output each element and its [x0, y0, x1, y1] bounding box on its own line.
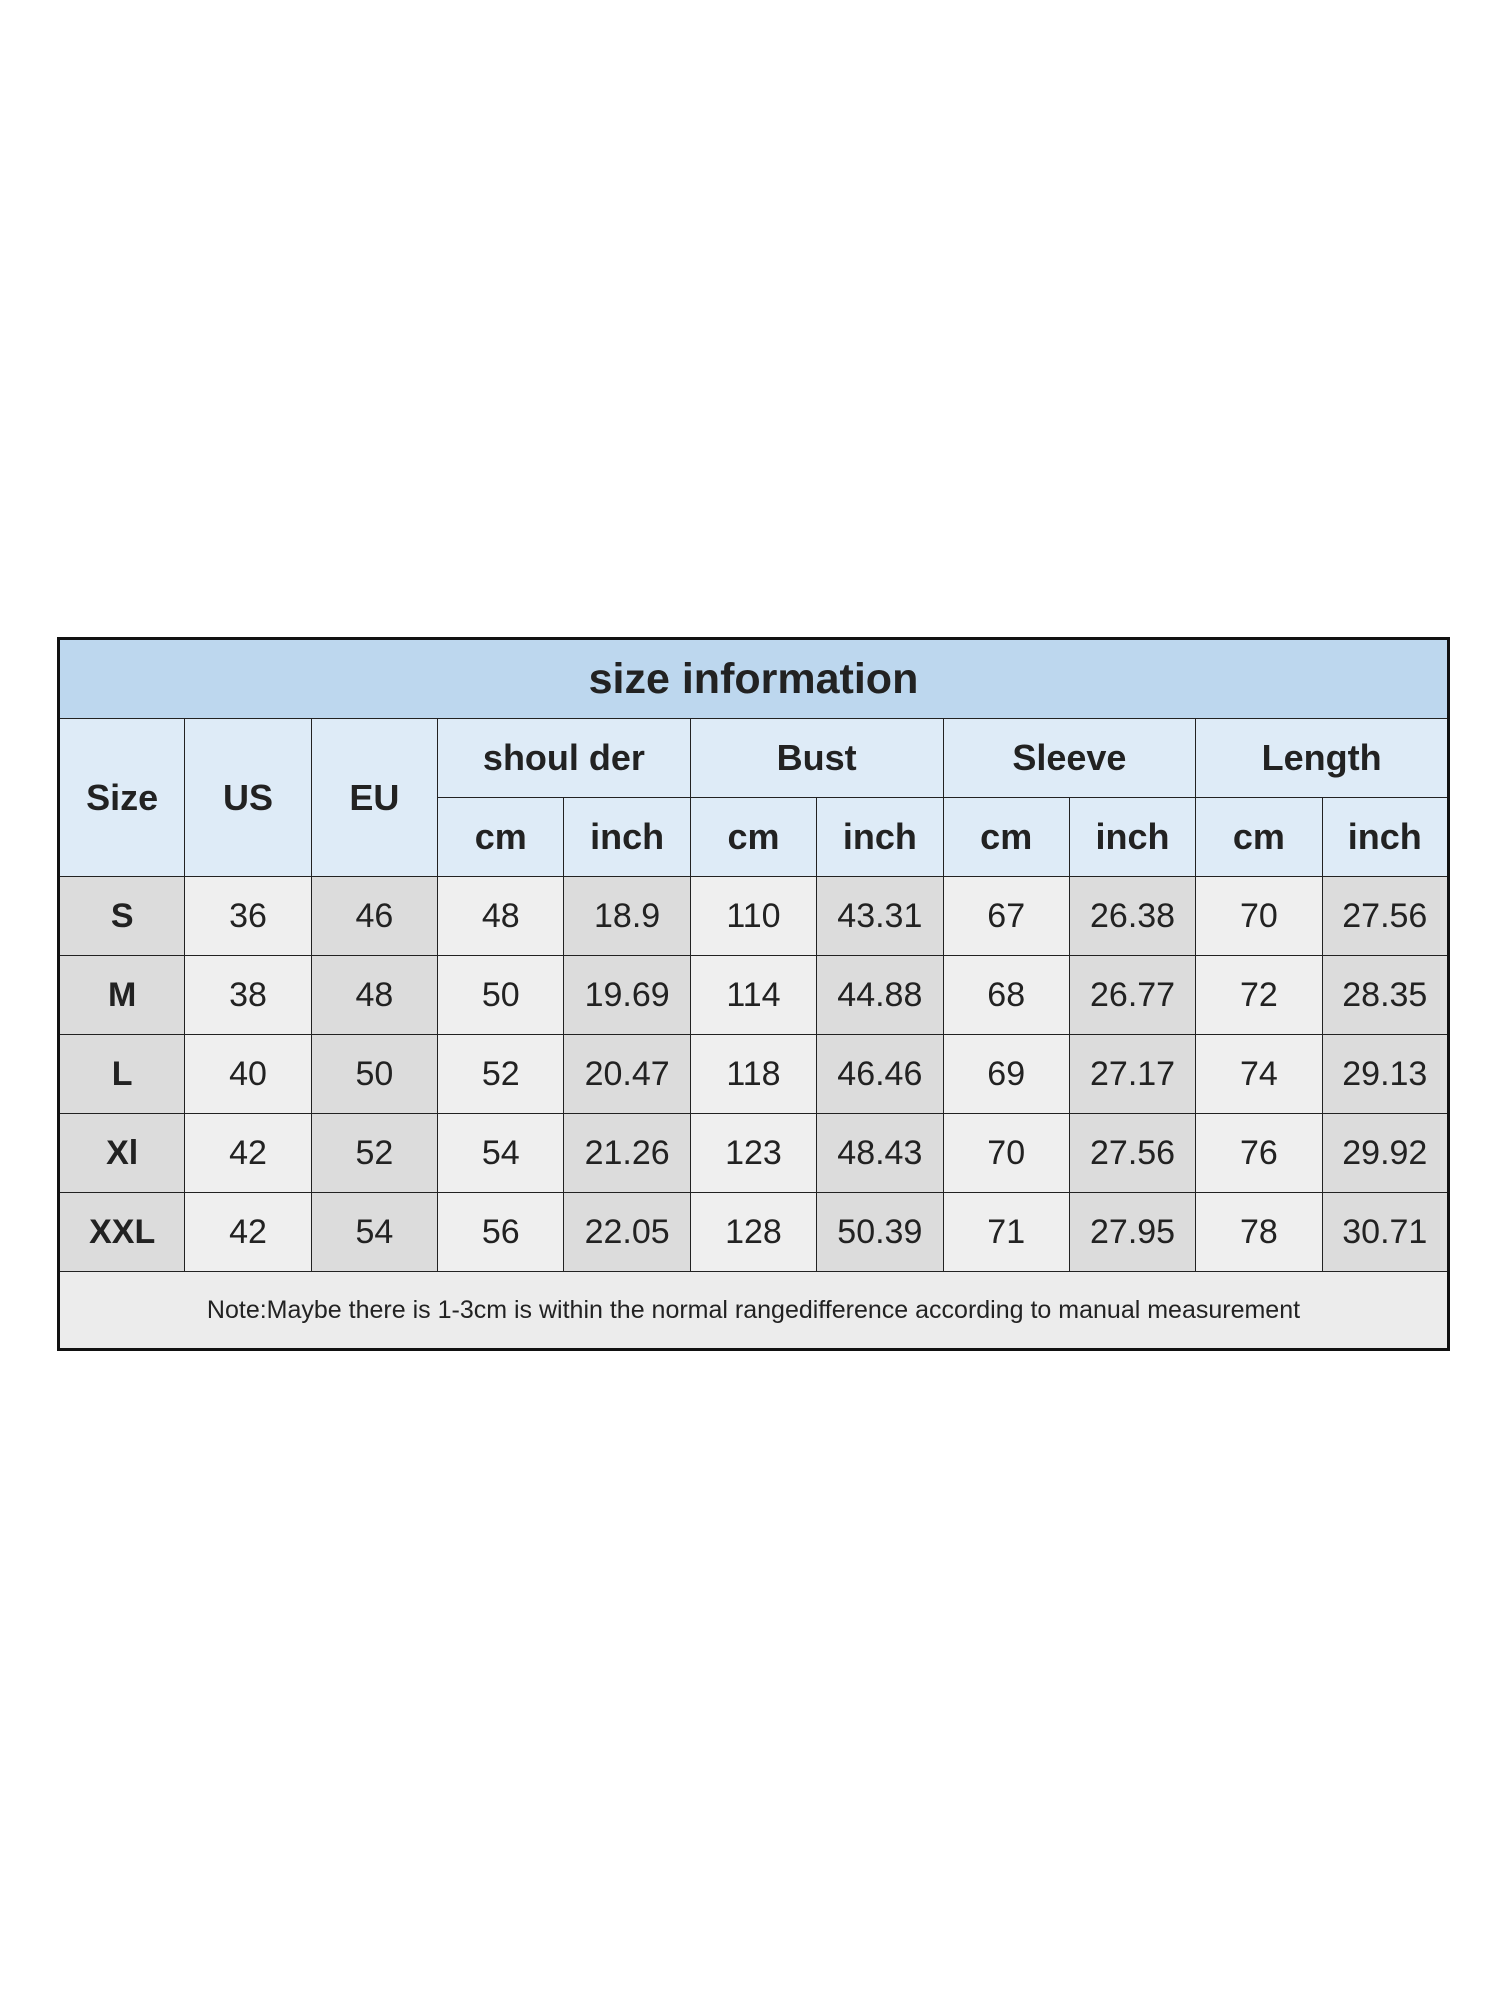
header-unit-inch: inch — [1321, 797, 1450, 877]
table-cell: 74 — [1195, 1034, 1323, 1114]
header-bust: Bust — [689, 718, 944, 798]
table-cell: 48 — [437, 876, 565, 956]
table-cell: 48.43 — [816, 1113, 944, 1193]
table-cell: 27.17 — [1068, 1034, 1197, 1114]
table-cell: 70 — [1195, 876, 1323, 956]
table-cell: 72 — [1195, 955, 1323, 1035]
table-cell: 50 — [310, 1034, 439, 1114]
table-cell: 70 — [942, 1113, 1070, 1193]
header-length: Length — [1195, 718, 1449, 798]
table-cell: 40 — [184, 1034, 312, 1114]
table-cell: 48 — [310, 955, 439, 1035]
size-label: M — [57, 955, 186, 1035]
table-cell: 26.38 — [1068, 876, 1197, 956]
note-text: Note:Maybe there is 1-3cm is within the … — [58, 1271, 1449, 1350]
table-cell: 69 — [942, 1034, 1070, 1114]
table-cell: 29.13 — [1321, 1034, 1450, 1114]
table-row: M 38 48 50 19.69 114 44.88 68 26.77 72 28.35 — [57, 955, 1450, 1035]
table-cell: 46.46 — [816, 1034, 944, 1114]
header-unit-inch: inch — [563, 797, 691, 877]
table-cell: 19.69 — [563, 955, 691, 1035]
header-unit-cm: cm — [689, 797, 818, 877]
table-row: S 36 46 48 18.9 110 43.31 67 26.38 70 27.56 — [57, 876, 1450, 956]
table-cell: 28.35 — [1321, 955, 1450, 1035]
header-unit-cm: cm — [1195, 797, 1323, 877]
table-cell: 128 — [689, 1192, 818, 1272]
table-cell: 21.26 — [563, 1113, 691, 1193]
table-cell: 27.95 — [1068, 1192, 1197, 1272]
header-shoulder: shoul der — [437, 718, 691, 798]
table-cell: 118 — [689, 1034, 818, 1114]
header-unit-cm: cm — [942, 797, 1070, 877]
table-row: XXL 42 54 56 22.05 128 50.39 71 27.95 78 30.71 — [57, 1192, 1450, 1272]
table-cell: 123 — [689, 1113, 818, 1193]
table-cell: 42 — [184, 1192, 312, 1272]
table-cell: 54 — [310, 1192, 439, 1272]
header-unit-cm: cm — [437, 797, 565, 877]
table-cell: 52 — [310, 1113, 439, 1193]
table-cell: 42 — [184, 1113, 312, 1193]
table-row: L 40 50 52 20.47 118 46.46 69 27.17 74 29.13 — [57, 1034, 1450, 1114]
table-cell: 27.56 — [1321, 876, 1450, 956]
table-cell: 71 — [942, 1192, 1070, 1272]
table-cell: 22.05 — [563, 1192, 691, 1272]
table-cell: 78 — [1195, 1192, 1323, 1272]
header-sleeve: Sleeve — [942, 718, 1197, 798]
table-cell: 20.47 — [563, 1034, 691, 1114]
table-cell: 46 — [310, 876, 439, 956]
table-cell: 50 — [437, 955, 565, 1035]
header-eu: EU — [310, 718, 439, 877]
table-cell: 76 — [1195, 1113, 1323, 1193]
table-cell: 68 — [942, 955, 1070, 1035]
table-cell: 30.71 — [1321, 1192, 1450, 1272]
table-cell: 56 — [437, 1192, 565, 1272]
table-cell: 29.92 — [1321, 1113, 1450, 1193]
table-row: Xl 42 52 54 21.26 123 48.43 70 27.56 76 29.92 — [57, 1113, 1450, 1193]
table-cell: 44.88 — [816, 955, 944, 1035]
table-cell: 52 — [437, 1034, 565, 1114]
table-cell: 18.9 — [563, 876, 691, 956]
table-cell: 27.56 — [1068, 1113, 1197, 1193]
table-cell: 36 — [184, 876, 312, 956]
size-label: XXL — [57, 1192, 186, 1272]
size-label: L — [57, 1034, 186, 1114]
table-cell: 114 — [689, 955, 818, 1035]
header-unit-inch: inch — [1068, 797, 1197, 877]
table-cell: 26.77 — [1068, 955, 1197, 1035]
size-label: S — [57, 876, 186, 956]
table-cell: 50.39 — [816, 1192, 944, 1272]
table-cell: 110 — [689, 876, 818, 956]
table-cell: 38 — [184, 955, 312, 1035]
table-cell: 67 — [942, 876, 1070, 956]
table-cell: 54 — [437, 1113, 565, 1193]
header-size: Size — [57, 718, 186, 877]
table-cell: 43.31 — [816, 876, 944, 956]
size-label: Xl — [57, 1113, 186, 1193]
size-chart-table: size information Size US EU shoul der Bu… — [57, 637, 1450, 1351]
header-us: US — [184, 718, 312, 877]
table-title: size information — [58, 638, 1449, 719]
header-unit-inch: inch — [816, 797, 944, 877]
